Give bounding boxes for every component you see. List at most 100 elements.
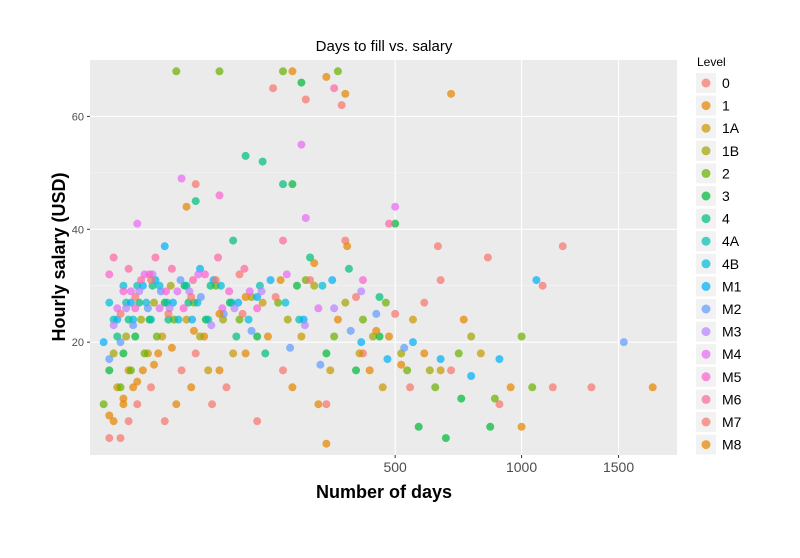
y-axis-ticks: 20 40 60 <box>72 111 90 349</box>
data-point <box>196 293 205 301</box>
data-point <box>281 298 290 307</box>
x-tick-label: 1000 <box>506 459 537 475</box>
data-point <box>266 276 275 285</box>
data-point <box>457 394 466 403</box>
data-point <box>99 400 108 409</box>
data-point <box>232 332 241 341</box>
data-point <box>441 434 450 443</box>
data-point <box>372 309 381 318</box>
data-point <box>105 434 114 443</box>
data-point <box>288 180 297 189</box>
data-point <box>314 304 323 313</box>
legend-symbol <box>701 372 711 382</box>
x-tick-label: 1500 <box>603 459 634 475</box>
data-point <box>240 264 249 273</box>
data-point <box>258 298 267 307</box>
data-point <box>194 270 203 279</box>
data-point <box>174 315 183 324</box>
data-point <box>279 180 288 189</box>
data-point <box>122 304 131 313</box>
data-point <box>109 349 118 358</box>
legend-label: 4B <box>722 256 739 272</box>
data-point <box>116 434 125 443</box>
data-point <box>150 360 159 369</box>
data-point <box>279 67 288 76</box>
data-point <box>147 276 156 285</box>
data-point <box>152 332 161 341</box>
data-point <box>322 439 331 448</box>
data-point <box>172 400 181 409</box>
data-point <box>216 281 225 290</box>
data-point <box>322 349 331 358</box>
data-point <box>241 151 250 160</box>
data-point <box>322 72 331 81</box>
data-point <box>229 236 238 245</box>
legend-label: M2 <box>722 301 742 317</box>
data-point <box>135 298 144 307</box>
legend-label: 1A <box>722 120 740 136</box>
data-point <box>211 276 220 285</box>
data-point <box>385 332 394 341</box>
legend-label: M3 <box>722 324 742 340</box>
data-point <box>358 276 367 285</box>
data-point <box>276 276 285 285</box>
data-point <box>483 253 492 262</box>
legend-label: 2 <box>722 165 730 181</box>
data-point <box>164 309 173 318</box>
legend-symbol <box>701 146 711 156</box>
y-tick-label: 60 <box>72 111 84 123</box>
data-point <box>119 394 128 403</box>
data-point <box>253 304 262 313</box>
data-point <box>495 355 504 364</box>
data-point <box>467 372 476 380</box>
data-point <box>151 253 160 262</box>
data-point <box>129 315 138 324</box>
data-point <box>447 366 456 375</box>
data-point <box>279 236 288 245</box>
data-point <box>138 366 147 375</box>
data-point <box>648 383 657 392</box>
data-point <box>322 400 331 409</box>
data-point <box>406 383 415 392</box>
data-point <box>241 349 250 358</box>
data-point <box>177 174 186 183</box>
data-point <box>131 293 140 301</box>
data-point <box>476 349 485 358</box>
data-point <box>352 293 361 301</box>
data-point <box>119 400 128 409</box>
data-point <box>208 400 217 409</box>
data-point <box>436 276 445 285</box>
data-point <box>425 366 434 375</box>
x-axis-ticks: 500 1000 1500 <box>383 455 634 475</box>
x-tick-label: 500 <box>383 459 407 475</box>
data-point <box>341 89 350 98</box>
data-point <box>200 270 209 279</box>
data-point <box>286 343 295 352</box>
data-point <box>105 411 114 420</box>
data-point <box>182 202 191 211</box>
legend-symbol <box>701 281 711 291</box>
data-point <box>191 197 200 206</box>
data-point <box>306 276 315 285</box>
data-point <box>310 281 319 290</box>
data-point <box>126 366 135 375</box>
data-point <box>135 287 144 296</box>
data-point <box>333 67 342 76</box>
data-point <box>330 332 339 341</box>
data-point <box>467 332 476 341</box>
data-point <box>215 309 224 318</box>
data-point <box>235 270 244 279</box>
data-point <box>383 355 392 364</box>
legend-label: 4 <box>722 211 730 227</box>
data-point <box>301 95 310 104</box>
data-point <box>436 355 445 364</box>
data-point <box>486 422 495 431</box>
legend-label: M7 <box>722 414 742 430</box>
data-point <box>215 191 224 200</box>
data-point <box>167 343 176 352</box>
data-point <box>517 332 526 341</box>
legend-label: M4 <box>722 346 742 362</box>
data-point <box>330 304 339 313</box>
data-point <box>420 349 429 358</box>
